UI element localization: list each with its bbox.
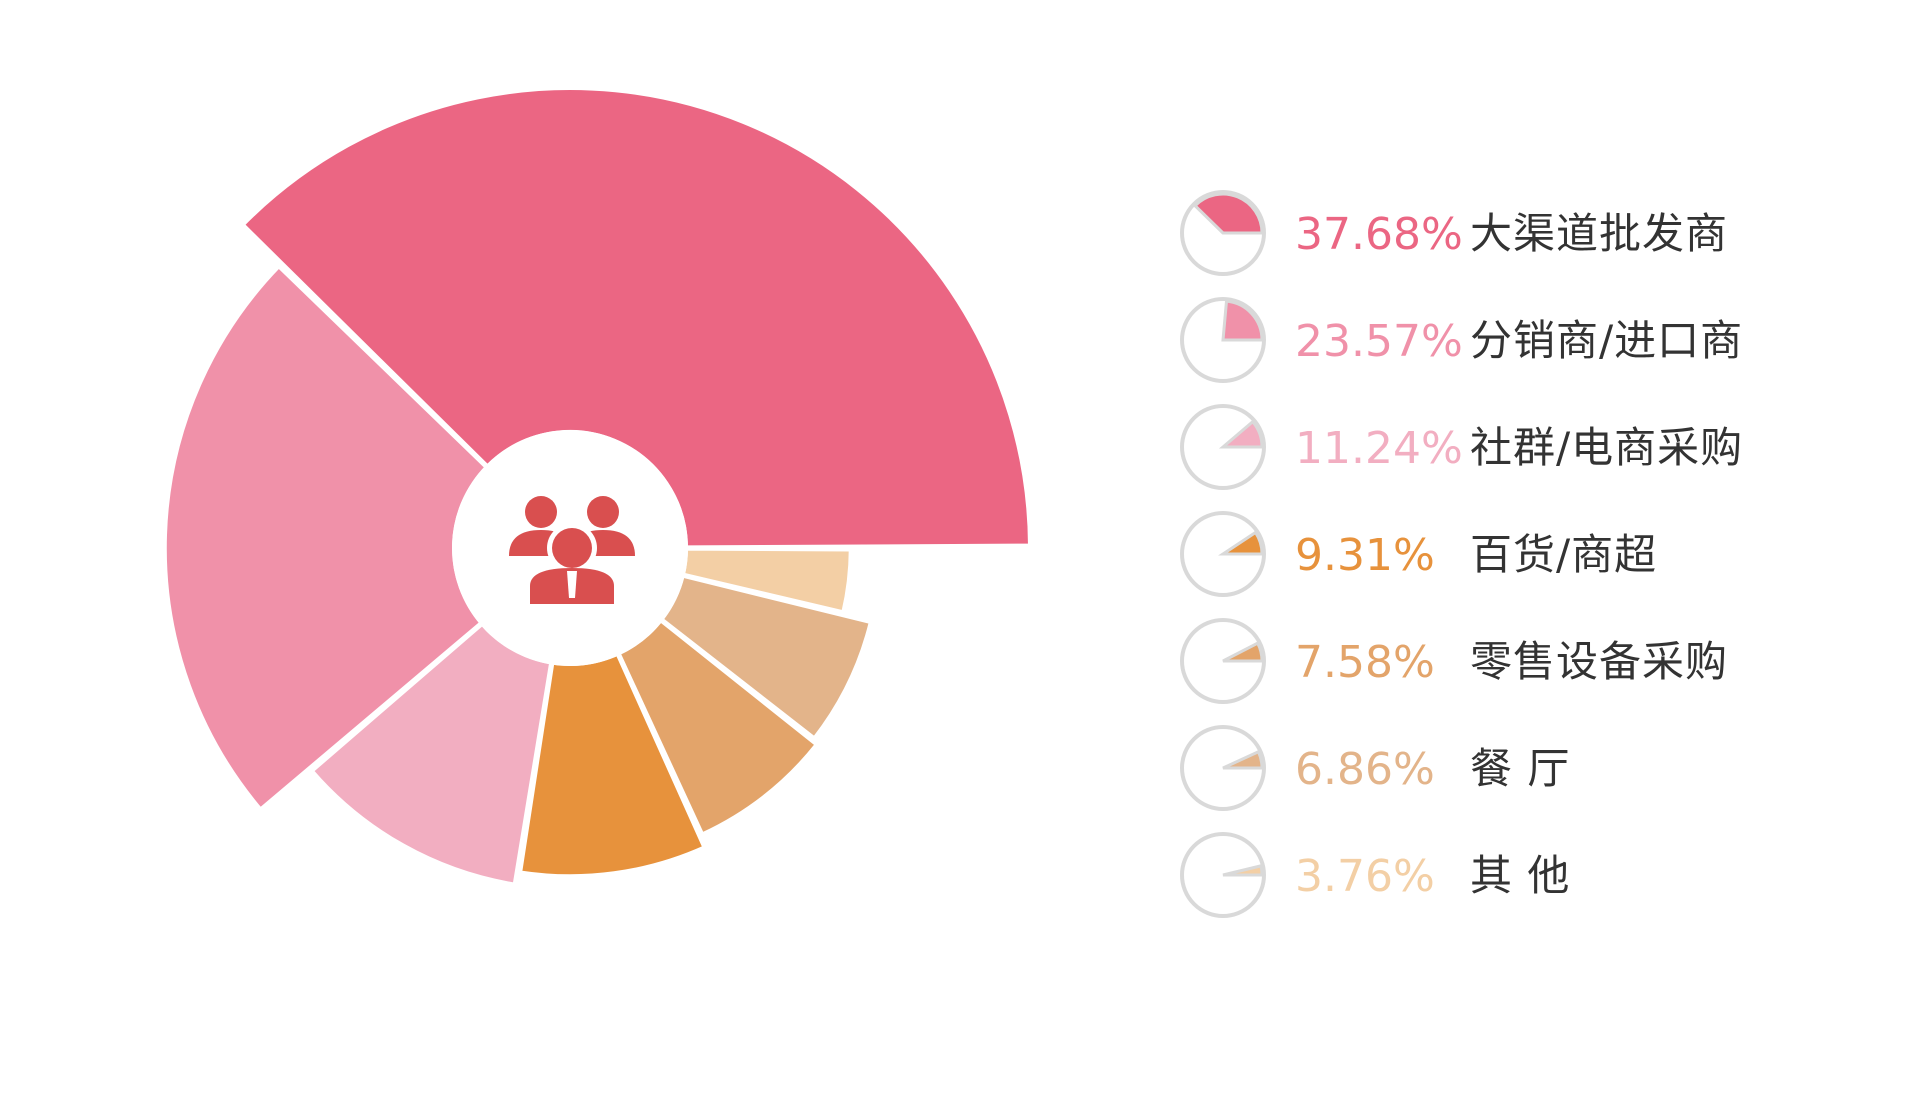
legend-percent: 6.86%	[1295, 744, 1435, 795]
legend-label: 零售设备采购	[1470, 637, 1728, 686]
legend-marker-wedge	[1222, 641, 1264, 663]
legend-label: 社群/电商采购	[1470, 423, 1743, 472]
legend-item-4: 7.58% 零售设备采购	[1180, 618, 1728, 704]
legend-percent: 7.58%	[1295, 637, 1435, 688]
legend-marker-wedge	[1218, 530, 1264, 556]
legend-label: 其 他	[1470, 851, 1570, 900]
legend-percent: 11.24%	[1295, 423, 1463, 474]
legend-label: 百货/商超	[1470, 530, 1657, 579]
legend-percent: 3.76%	[1295, 851, 1435, 902]
legend-marker-wedge	[1221, 299, 1264, 342]
legend-item-3: 9.31% 百货/商超	[1180, 511, 1657, 597]
legend: 37.68% 大渠道批发商 23.57% 分销商/进口商 11.24% 社群/电商采购 9.…	[1180, 190, 1743, 918]
legend-item-6: 3.76% 其 他	[1180, 832, 1570, 918]
legend-item-2: 11.24% 社群/电商采购	[1180, 404, 1743, 490]
slices-layer	[162, 86, 1033, 887]
legend-label: 餐 厅	[1470, 744, 1570, 793]
legend-marker-wedge	[1192, 192, 1264, 235]
legend-percent: 9.31%	[1295, 530, 1435, 581]
legend-item-0: 37.68% 大渠道批发商	[1180, 190, 1728, 276]
legend-marker-wedge	[1222, 749, 1264, 770]
legend-marker-wedge	[1222, 864, 1264, 877]
legend-label: 分销商/进口商	[1470, 316, 1743, 365]
people-icon	[509, 496, 635, 606]
legend-percent: 37.68%	[1295, 209, 1463, 260]
legend-marker-wedge	[1218, 419, 1264, 449]
center-hub	[452, 430, 688, 666]
legend-item-5: 6.86% 餐 厅	[1180, 725, 1570, 811]
legend-label: 大渠道批发商	[1470, 209, 1728, 258]
legend-percent: 23.57%	[1295, 316, 1463, 367]
legend-item-1: 23.57% 分销商/进口商	[1180, 297, 1743, 383]
